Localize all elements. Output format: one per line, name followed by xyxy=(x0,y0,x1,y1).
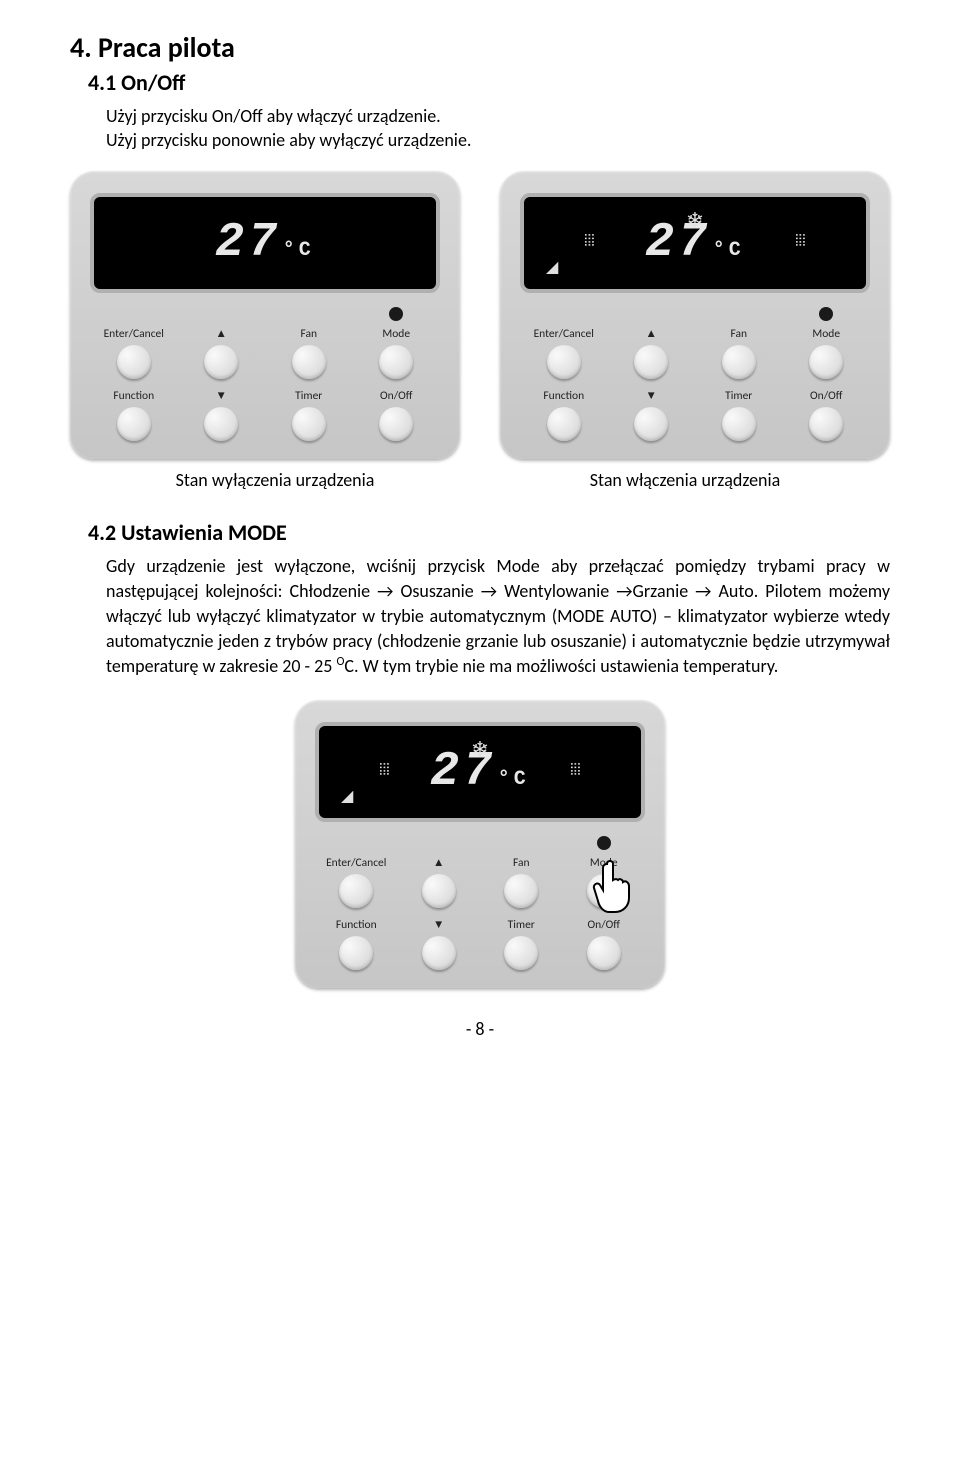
device-mode: ❄ ◢ ⦙⦙⦙ ⦙⦙⦙ 27°C Enter/Cancel ▲ Fan Mode… xyxy=(295,700,665,988)
up-button[interactable] xyxy=(634,345,668,379)
onoff-button[interactable] xyxy=(809,407,843,441)
subsection-4-2-title: 4.2 Ustawienia MODE xyxy=(88,519,890,546)
fan-button[interactable] xyxy=(504,874,538,908)
label-onoff: On/Off xyxy=(563,918,646,932)
spray-right-icon: ⦙⦙⦙ xyxy=(795,232,806,251)
function-button[interactable] xyxy=(339,936,373,970)
label-mode: Mode xyxy=(353,327,441,341)
label-onoff: On/Off xyxy=(783,389,871,403)
page-number: - 8 - xyxy=(70,1018,890,1040)
function-button[interactable] xyxy=(117,407,151,441)
fan-button[interactable] xyxy=(722,345,756,379)
label-down: ▼ xyxy=(398,918,481,932)
caption-on: Stan włączenia urządzenia xyxy=(480,469,890,491)
device-off: 27°C Enter/Cancel ▲ Fan Mode Function ▼ … xyxy=(70,171,460,459)
enter-button[interactable] xyxy=(117,345,151,379)
label-up: ▲ xyxy=(398,856,481,870)
label-function: Function xyxy=(90,389,178,403)
snowflake-icon: ❄ xyxy=(471,736,489,763)
fan-bars-icon: ◢ xyxy=(546,257,557,277)
section-title: 4. Praca pilota xyxy=(70,30,890,65)
label-function: Function xyxy=(520,389,608,403)
down-button[interactable] xyxy=(634,407,668,441)
enter-button[interactable] xyxy=(547,345,581,379)
timer-button[interactable] xyxy=(504,936,538,970)
label-fan: Fan xyxy=(695,327,783,341)
label-function: Function xyxy=(315,918,398,932)
ir-led-icon xyxy=(597,836,611,850)
label-timer: Timer xyxy=(480,918,563,932)
onoff-button[interactable] xyxy=(587,936,621,970)
up-button[interactable] xyxy=(204,345,238,379)
down-button[interactable] xyxy=(204,407,238,441)
snowflake-icon: ❄ xyxy=(686,207,704,234)
screen-on: ❄ ◢ ⦙⦙⦙ ⦙⦙⦙ 27°C xyxy=(520,193,870,293)
label-down: ▼ xyxy=(608,389,696,403)
ir-led-icon xyxy=(389,307,403,321)
label-fan: Fan xyxy=(265,327,353,341)
spray-right-icon: ⦙⦙⦙ xyxy=(570,761,581,780)
fan-button[interactable] xyxy=(292,345,326,379)
caption-off: Stan wyłączenia urządzenia xyxy=(70,469,480,491)
para-on: Użyj przycisku On/Off aby włączyć urządz… xyxy=(106,104,890,128)
label-up: ▲ xyxy=(608,327,696,341)
paragraph-mode: Gdy urządzenie jest wyłączone, wciśnij p… xyxy=(106,554,890,680)
hand-pointer-icon xyxy=(587,854,635,914)
subsection-4-1-title: 4.1 On/Off xyxy=(88,69,890,96)
screen-off: 27°C xyxy=(90,193,440,293)
down-button[interactable] xyxy=(422,936,456,970)
device-row: 27°C Enter/Cancel ▲ Fan Mode Function ▼ … xyxy=(70,171,890,459)
para-off: Użyj przycisku ponownie aby wyłączyć urz… xyxy=(106,128,890,152)
mode-button[interactable] xyxy=(379,345,413,379)
captions-row: Stan wyłączenia urządzenia Stan włączeni… xyxy=(70,469,890,491)
function-button[interactable] xyxy=(547,407,581,441)
enter-button[interactable] xyxy=(339,874,373,908)
label-enter: Enter/Cancel xyxy=(90,327,178,341)
label-fan: Fan xyxy=(480,856,563,870)
label-enter: Enter/Cancel xyxy=(520,327,608,341)
label-up: ▲ xyxy=(178,327,266,341)
label-down: ▼ xyxy=(178,389,266,403)
label-onoff: On/Off xyxy=(353,389,441,403)
fan-bars-icon: ◢ xyxy=(341,786,352,806)
timer-button[interactable] xyxy=(722,407,756,441)
label-timer: Timer xyxy=(695,389,783,403)
spray-left-icon: ⦙⦙⦙ xyxy=(379,761,390,780)
device-center-wrap: ❄ ◢ ⦙⦙⦙ ⦙⦙⦙ 27°C Enter/Cancel ▲ Fan Mode… xyxy=(70,700,890,988)
ir-led-icon xyxy=(819,307,833,321)
mode-button[interactable] xyxy=(809,345,843,379)
screen-mode: ❄ ◢ ⦙⦙⦙ ⦙⦙⦙ 27°C xyxy=(315,722,645,822)
timer-button[interactable] xyxy=(292,407,326,441)
label-enter: Enter/Cancel xyxy=(315,856,398,870)
label-timer: Timer xyxy=(265,389,353,403)
temp-off: 27°C xyxy=(215,216,315,270)
onoff-button[interactable] xyxy=(379,407,413,441)
up-button[interactable] xyxy=(422,874,456,908)
spray-left-icon: ⦙⦙⦙ xyxy=(584,232,595,251)
label-mode: Mode xyxy=(783,327,871,341)
device-on: ❄ ◢ ⦙⦙⦙ ⦙⦙⦙ 27°C Enter/Cancel ▲ Fan Mode… xyxy=(500,171,890,459)
